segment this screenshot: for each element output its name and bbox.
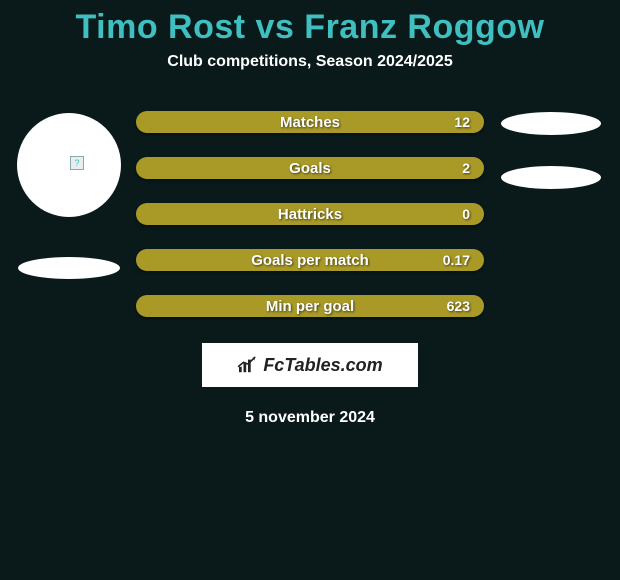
avatar-shadow bbox=[18, 257, 120, 279]
stat-value: 0 bbox=[462, 206, 470, 222]
stat-label: Hattricks bbox=[278, 206, 342, 223]
bar-chart-icon bbox=[237, 356, 259, 374]
left-player-column: ? bbox=[8, 111, 130, 279]
player-avatar: ? bbox=[17, 113, 121, 217]
stat-value: 623 bbox=[447, 298, 470, 314]
content-row: ? Matches 12 Goals 2 Hattricks 0 Goals p… bbox=[0, 111, 620, 317]
stat-value: 12 bbox=[454, 114, 470, 130]
stat-label: Goals bbox=[289, 160, 331, 177]
footer-date: 5 november 2024 bbox=[0, 409, 620, 427]
stat-label: Goals per match bbox=[251, 252, 369, 269]
stat-label: Min per goal bbox=[266, 298, 354, 315]
brand-logo: FcTables.com bbox=[202, 343, 418, 387]
right-shape-2 bbox=[501, 166, 601, 189]
comparison-widget: Timo Rost vs Franz Roggow Club competiti… bbox=[0, 0, 620, 427]
avatar-placeholder-icon: ? bbox=[70, 156, 84, 170]
stat-value: 0.17 bbox=[443, 252, 470, 268]
stat-value: 2 bbox=[462, 160, 470, 176]
stat-label: Matches bbox=[280, 114, 340, 131]
right-shape-1 bbox=[501, 112, 601, 135]
stat-bar-matches: Matches 12 bbox=[136, 111, 484, 133]
stat-bar-hattricks: Hattricks 0 bbox=[136, 203, 484, 225]
stats-bars: Matches 12 Goals 2 Hattricks 0 Goals per… bbox=[130, 111, 490, 317]
stat-bar-goals: Goals 2 bbox=[136, 157, 484, 179]
brand-text: FcTables.com bbox=[263, 355, 382, 376]
page-subtitle: Club competitions, Season 2024/2025 bbox=[0, 53, 620, 71]
page-title: Timo Rost vs Franz Roggow bbox=[0, 8, 620, 47]
right-player-column bbox=[490, 111, 612, 189]
stat-bar-goals-per-match: Goals per match 0.17 bbox=[136, 249, 484, 271]
stat-bar-min-per-goal: Min per goal 623 bbox=[136, 295, 484, 317]
